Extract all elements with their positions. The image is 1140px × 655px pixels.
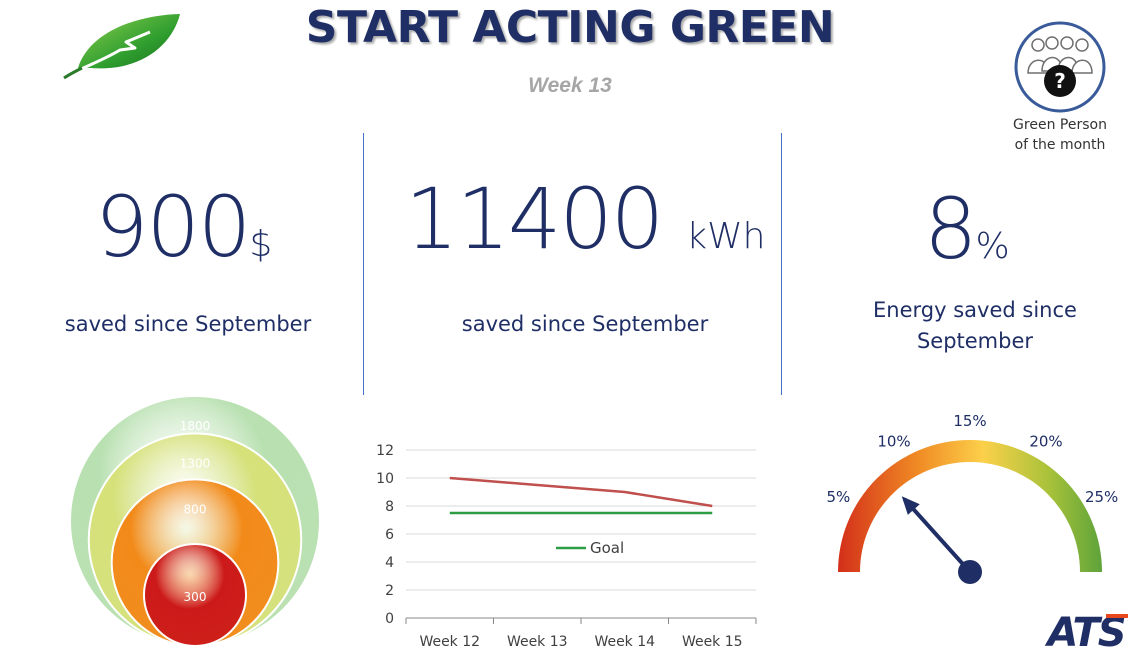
kpi-energy-value: 11400 <box>405 170 664 268</box>
leaf-logo <box>63 14 180 80</box>
x-tick-label: Week 15 <box>682 634 743 650</box>
bubble-3 <box>142 542 248 647</box>
bubble-chart: 1800 1300 800 300 <box>69 395 321 648</box>
x-tick-label: Week 13 <box>507 634 568 650</box>
bubble-label-3: 300 <box>184 590 207 604</box>
avatar-question-mark: ? <box>1054 69 1066 93</box>
legend-label: Goal <box>590 539 624 557</box>
kpi-percent-value: 8 <box>924 180 977 278</box>
kpi-energy-unit: kWh <box>686 216 766 257</box>
line-chart: 0 2 4 6 8 10 12 Week 12 Week 13 Week 14 Week 15 Goa… <box>376 443 757 650</box>
y-tick-label: 2 <box>385 583 394 599</box>
kpi-energy-label: saved since September <box>461 312 709 336</box>
bubble-label-2: 800 <box>184 502 207 516</box>
gauge-tick-label: 10% <box>877 432 910 450</box>
kpi-percent-label-line1: Energy saved since <box>873 298 1077 322</box>
gauge-tick-label: 15% <box>953 415 986 430</box>
kpi-energy: 11400 kWh <box>405 170 765 268</box>
divider-2 <box>781 133 782 395</box>
group-question-icon[interactable]: ? <box>1014 21 1106 113</box>
divider-1 <box>363 133 364 395</box>
gauge-needle-head <box>901 496 920 515</box>
y-tick-label: 12 <box>376 443 394 459</box>
kpi-percent-label-line2: September <box>916 329 1034 353</box>
y-tick-label: 10 <box>376 471 394 487</box>
week-label: Week 13 <box>528 74 612 97</box>
gauge-tick-label: 25% <box>1085 488 1118 506</box>
kpi-money-unit: $ <box>249 224 273 265</box>
bubble-label-0: 1800 <box>180 419 211 433</box>
gauge-tick-label: 20% <box>1029 432 1062 450</box>
y-tick-label: 6 <box>385 527 394 543</box>
bubble-label-1: 1300 <box>180 457 211 471</box>
page-title: START ACTING GREEN <box>305 2 835 53</box>
kpi-percent: 8% <box>924 180 1010 278</box>
gauge-tick-label: 5% <box>826 488 850 506</box>
ats-logo: ATS <box>1044 610 1128 652</box>
series-line-0 <box>449 476 713 508</box>
kpi-percent-unit: % <box>975 226 1010 267</box>
gauge-arc <box>838 440 1102 572</box>
gauge-chart: 5% 10% 15% 20% 25% <box>826 415 1118 584</box>
gauge-hub <box>958 560 982 584</box>
x-tick-label: Week 14 <box>594 634 655 650</box>
green-person-label-line2: of the month <box>1014 137 1106 153</box>
x-tick-label: Week 12 <box>419 634 480 650</box>
kpi-money: 900$ <box>95 178 272 276</box>
gauge-needle <box>902 497 972 574</box>
kpi-money-label: saved since September <box>64 312 312 336</box>
y-tick-label: 8 <box>385 499 394 515</box>
green-person-label-line1: Green Person <box>1013 117 1107 133</box>
y-tick-label: 0 <box>385 611 394 627</box>
kpi-money-value: 900 <box>95 178 251 276</box>
y-tick-label: 4 <box>385 555 394 571</box>
